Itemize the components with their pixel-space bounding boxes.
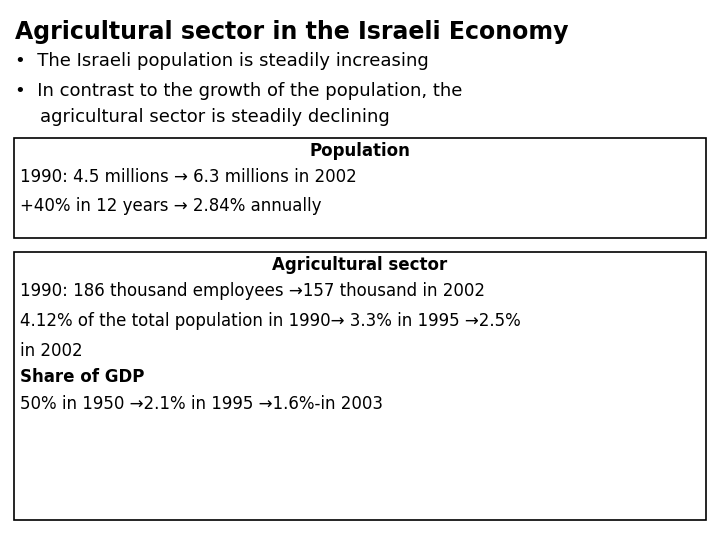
Text: 1990: 4.5 millions → 6.3 millions in 2002: 1990: 4.5 millions → 6.3 millions in 200… [20, 168, 356, 186]
Text: •  In contrast to the growth of the population, the: • In contrast to the growth of the popul… [15, 82, 462, 100]
Text: Population: Population [310, 142, 410, 160]
Text: Share of GDP: Share of GDP [20, 368, 145, 386]
Text: in 2002: in 2002 [20, 342, 83, 360]
Text: +40% in 12 years → 2.84% annually: +40% in 12 years → 2.84% annually [20, 197, 322, 215]
FancyBboxPatch shape [14, 138, 706, 238]
Text: agricultural sector is steadily declining: agricultural sector is steadily declinin… [40, 108, 390, 126]
Text: 50% in 1950 →2.1% in 1995 →1.6%-in 2003: 50% in 1950 →2.1% in 1995 →1.6%-in 2003 [20, 395, 383, 413]
FancyBboxPatch shape [14, 252, 706, 520]
Text: Agricultural sector in the Israeli Economy: Agricultural sector in the Israeli Econo… [15, 20, 569, 44]
Text: Agricultural sector: Agricultural sector [272, 256, 448, 274]
Text: 4.12% of the total population in 1990→ 3.3% in 1995 →2.5%: 4.12% of the total population in 1990→ 3… [20, 312, 521, 330]
Text: •  The Israeli population is steadily increasing: • The Israeli population is steadily inc… [15, 52, 428, 70]
Text: 1990: 186 thousand employees →157 thousand in 2002: 1990: 186 thousand employees →157 thousa… [20, 282, 485, 300]
